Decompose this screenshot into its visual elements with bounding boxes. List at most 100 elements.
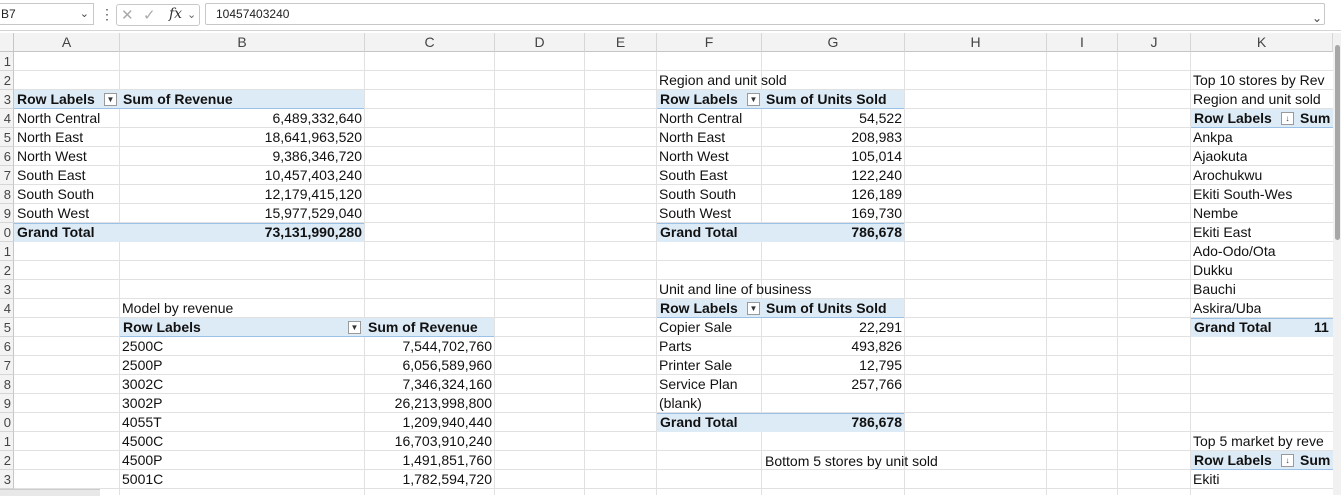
column-header-k[interactable]: K xyxy=(1191,33,1333,52)
list-item[interactable]: Ekiti xyxy=(1193,471,1220,487)
pivot-row-value[interactable]: 12,179,415,120 xyxy=(264,186,362,202)
filter-dropdown-icon[interactable]: ▼ xyxy=(348,321,361,334)
pivot-row-value[interactable]: 15,977,529,040 xyxy=(264,205,362,221)
pivot-row-value[interactable]: 105,014 xyxy=(851,148,902,164)
column-header-j[interactable]: J xyxy=(1118,33,1191,52)
row-header[interactable]: 3 xyxy=(0,470,14,489)
pivot-row-label[interactable]: North East xyxy=(17,129,84,145)
sheet-tab-strip[interactable] xyxy=(0,489,100,496)
select-all-corner[interactable] xyxy=(0,33,14,52)
row-header[interactable]: 0 xyxy=(0,223,14,242)
row-header[interactable]: 4 xyxy=(0,299,14,318)
pivot-row-label[interactable]: Ekiti South-Wes xyxy=(1193,186,1293,202)
pivot-row-value[interactable]: 6,056,589,960 xyxy=(402,357,492,373)
pivot-row-value[interactable]: 54,522 xyxy=(859,110,902,126)
pivot-row-value[interactable]: 208,983 xyxy=(851,129,902,145)
row-header[interactable]: 2 xyxy=(0,71,14,90)
row-header[interactable]: 2 xyxy=(0,261,14,280)
pivot-row-label[interactable]: South West xyxy=(17,205,90,221)
row-header[interactable]: 1 xyxy=(0,432,14,451)
pivot-row-label[interactable]: South East xyxy=(17,167,86,183)
pivot-row-label[interactable]: Dukku xyxy=(1193,262,1233,278)
pivot-row-label[interactable]: South East xyxy=(659,167,728,183)
pivot-row-value[interactable]: 22,291 xyxy=(859,319,902,335)
chevron-down-icon[interactable]: ⌄ xyxy=(187,9,197,21)
name-box[interactable]: B7 ⌄ xyxy=(0,3,94,25)
row-header[interactable]: 2 xyxy=(0,451,14,470)
pivot-row-value[interactable]: 10,457,403,240 xyxy=(264,167,362,183)
pivot-row-value[interactable]: 26,213,998,800 xyxy=(394,395,492,411)
pivot-row-label[interactable]: 2500C xyxy=(122,338,164,354)
column-header-c[interactable]: C xyxy=(365,33,495,52)
pivot-row-value[interactable]: 1,209,940,440 xyxy=(402,414,492,430)
pivot-row-value[interactable]: 1,782,594,720 xyxy=(402,471,492,487)
pivot-row-value[interactable]: 122,240 xyxy=(851,167,902,183)
column-header-e[interactable]: E xyxy=(585,33,657,52)
pivot-row-label[interactable]: Copier Sale xyxy=(659,319,733,335)
row-header[interactable]: 7 xyxy=(0,166,14,185)
pivot-row-value[interactable]: 493,826 xyxy=(851,338,902,354)
row-header[interactable]: 6 xyxy=(0,147,14,166)
pivot-row-label[interactable]: North East xyxy=(659,129,726,145)
pivot-row-value[interactable]: 169,730 xyxy=(851,205,902,221)
row-header[interactable]: 6 xyxy=(0,337,14,356)
pivot-row-label[interactable]: Ankpa xyxy=(1193,129,1233,145)
pivot-row-value[interactable]: 257,766 xyxy=(851,376,902,392)
pivot-row-label[interactable]: South South xyxy=(659,186,737,202)
pivot-row-value[interactable]: 1,491,851,760 xyxy=(402,452,492,468)
row-header[interactable]: 9 xyxy=(0,394,14,413)
cancel-icon[interactable]: ✕ xyxy=(121,7,134,24)
column-header-a[interactable]: A xyxy=(14,33,120,52)
pivot-row-value[interactable]: 7,346,324,160 xyxy=(402,376,492,392)
pivot-row-label[interactable]: Ado-Odo/Ota xyxy=(1193,243,1276,259)
confirm-icon[interactable]: ✓ xyxy=(143,7,156,24)
row-header[interactable]: 1 xyxy=(0,242,14,261)
pivot-row-label[interactable]: Parts xyxy=(659,338,692,354)
row-header[interactable]: 8 xyxy=(0,185,14,204)
row-header[interactable]: 9 xyxy=(0,204,14,223)
pivot-row-label[interactable]: North West xyxy=(659,148,729,164)
row-header[interactable]: 3 xyxy=(0,90,14,109)
function-icon[interactable]: fx xyxy=(169,6,183,22)
pivot-row-value[interactable]: 16,703,910,240 xyxy=(394,433,492,449)
pivot-row-label[interactable]: (blank) xyxy=(659,395,702,411)
filter-dropdown-icon[interactable]: ▼ xyxy=(747,302,760,315)
formula-input[interactable]: 10457403240 ⌄ xyxy=(205,3,1325,25)
sort-filter-icon[interactable]: ↓ xyxy=(1281,112,1294,125)
pivot-row-label[interactable]: 3002P xyxy=(122,395,163,411)
pivot-row-value[interactable]: 7,544,702,760 xyxy=(402,338,492,354)
filter-dropdown-icon[interactable]: ▼ xyxy=(747,93,760,106)
column-header-f[interactable]: F xyxy=(657,33,762,52)
pivot-row-label[interactable]: Askira/Uba xyxy=(1193,300,1262,316)
row-header[interactable]: 7 xyxy=(0,356,14,375)
pivot-row-value[interactable]: 12,795 xyxy=(859,357,902,373)
pivot-row-label[interactable]: South South xyxy=(17,186,95,202)
pivot-row-value[interactable]: 126,189 xyxy=(851,186,902,202)
pivot-row-label[interactable]: Service Plan xyxy=(659,376,738,392)
pivot-row-label[interactable]: South West xyxy=(659,205,732,221)
pivot-row-label[interactable]: Printer Sale xyxy=(659,357,733,373)
pivot-row-label[interactable]: 4500C xyxy=(122,433,164,449)
pivot-row-value[interactable]: 9,386,346,720 xyxy=(272,148,362,164)
row-header[interactable]: 3 xyxy=(0,280,14,299)
row-header[interactable]: 5 xyxy=(0,128,14,147)
pivot-row-label[interactable]: North Central xyxy=(17,110,101,126)
sort-filter-icon[interactable]: ↓ xyxy=(1281,454,1294,467)
chevron-down-icon[interactable]: ⌄ xyxy=(79,8,89,20)
scrollbar-thumb[interactable] xyxy=(1335,45,1340,240)
pivot-row-value[interactable]: 18,641,963,520 xyxy=(264,129,362,145)
pivot-row-value[interactable]: 6,489,332,640 xyxy=(272,110,362,126)
pivot-row-label[interactable]: Nembe xyxy=(1193,205,1239,221)
column-header-b[interactable]: B xyxy=(120,33,365,52)
pivot-row-label[interactable]: 5001C xyxy=(122,471,164,487)
pivot-row-label[interactable]: Arochukwu xyxy=(1193,167,1263,183)
more-options-icon[interactable]: ⋮ xyxy=(100,6,114,22)
row-header[interactable]: 4 xyxy=(0,109,14,128)
filter-dropdown-icon[interactable]: ▼ xyxy=(104,93,117,106)
column-header-g[interactable]: G xyxy=(762,33,905,52)
pivot-row-label[interactable]: North West xyxy=(17,148,87,164)
vertical-scrollbar[interactable] xyxy=(1333,33,1341,495)
row-header[interactable]: 0 xyxy=(0,413,14,432)
pivot-row-label[interactable]: Ekiti East xyxy=(1193,224,1252,240)
column-header-i[interactable]: I xyxy=(1047,33,1118,52)
